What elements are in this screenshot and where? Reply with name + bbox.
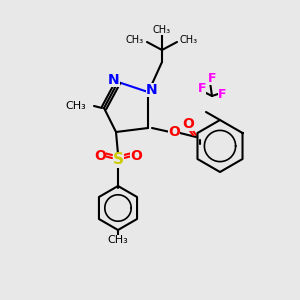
- Text: O: O: [182, 117, 194, 131]
- Text: O: O: [130, 149, 142, 163]
- Text: N: N: [108, 73, 120, 87]
- Text: CH₃: CH₃: [108, 235, 128, 245]
- Text: N: N: [146, 83, 158, 97]
- Text: CH₃: CH₃: [180, 35, 198, 45]
- Text: F: F: [208, 71, 216, 85]
- Text: O: O: [168, 125, 180, 139]
- Text: CH₃: CH₃: [126, 35, 144, 45]
- Text: S: S: [112, 152, 124, 167]
- Text: F: F: [218, 88, 226, 100]
- Text: O: O: [94, 149, 106, 163]
- Text: CH₃: CH₃: [65, 101, 86, 111]
- Text: CH₃: CH₃: [153, 25, 171, 35]
- Text: F: F: [198, 82, 206, 94]
